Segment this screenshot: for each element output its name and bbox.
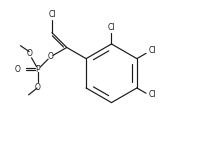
Text: O: O — [47, 52, 53, 61]
Text: Cl: Cl — [148, 90, 156, 99]
Text: O: O — [35, 83, 41, 92]
Text: P: P — [36, 65, 40, 74]
Text: Cl: Cl — [108, 23, 115, 32]
Text: O: O — [27, 49, 33, 58]
Text: Cl: Cl — [148, 46, 156, 55]
Text: Cl: Cl — [48, 10, 56, 19]
Text: O: O — [15, 65, 21, 74]
